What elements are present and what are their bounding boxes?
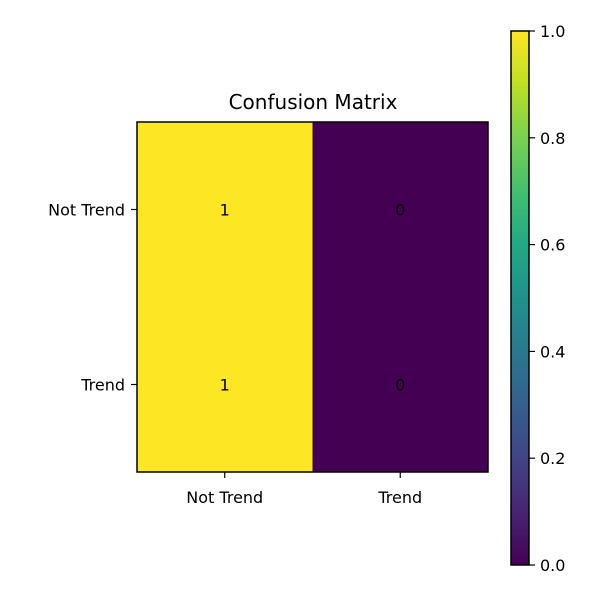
- heatmap-cell: [137, 122, 313, 298]
- colorbar-tick-label: 0.8: [540, 129, 565, 148]
- y-tick-label: Not Trend: [48, 201, 125, 220]
- colorbar-tick-label: 0.6: [540, 236, 565, 255]
- colorbar-frame: [510, 30, 530, 566]
- chart-title: Confusion Matrix: [229, 90, 398, 114]
- y-tick-label: Trend: [80, 376, 125, 395]
- cell-value-label: 1: [220, 201, 230, 220]
- plot-frame: [136, 121, 489, 473]
- y-axis: Not Trend Trend: [48, 201, 137, 395]
- colorbar-tick-label: 1.0: [540, 22, 565, 41]
- heatmap-cell: [137, 297, 313, 473]
- heatmap-cell: [312, 297, 489, 473]
- colorbar-gradient: [511, 31, 529, 565]
- colorbar-tick-label: 0.0: [540, 556, 565, 575]
- heatmap-cell-labels: 1 0 1 0: [220, 201, 406, 395]
- x-tick-label: Not Trend: [186, 488, 263, 507]
- colorbar-tick-label: 0.4: [540, 342, 565, 361]
- cell-value-label: 0: [395, 201, 405, 220]
- heatmap-cells: [137, 122, 489, 473]
- colorbar-tick-label: 0.2: [540, 449, 565, 468]
- heatmap-cell: [312, 122, 489, 298]
- colorbar-axis: 0.0 0.2 0.4 0.6 0.8 1.0: [529, 22, 565, 575]
- x-axis: Not Trend Trend: [186, 472, 422, 507]
- cell-value-label: 1: [220, 376, 230, 395]
- x-tick-label: Trend: [377, 488, 422, 507]
- cell-value-label: 0: [395, 376, 405, 395]
